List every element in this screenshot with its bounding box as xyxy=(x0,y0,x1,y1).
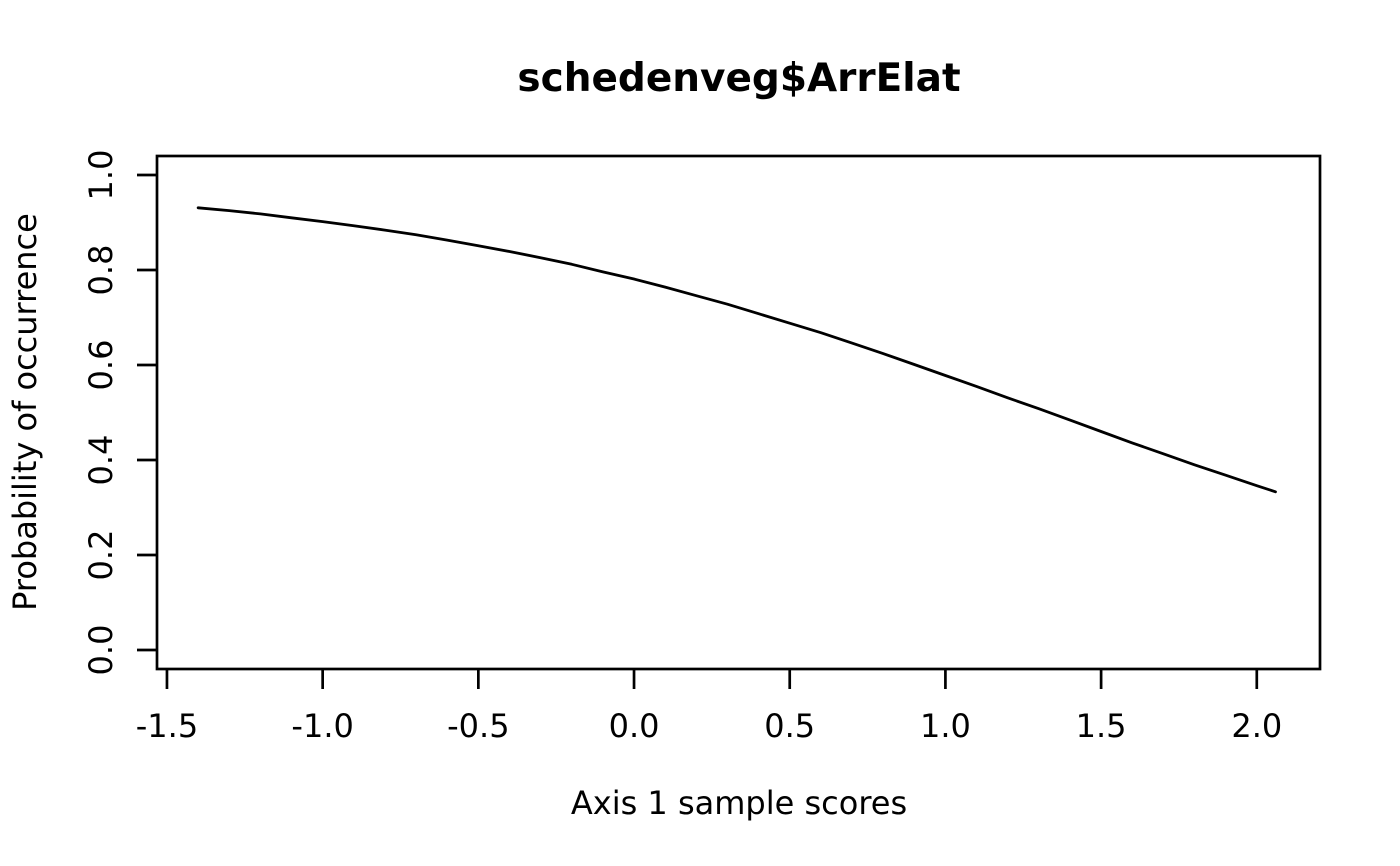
x-tick-label: -1.0 xyxy=(291,707,353,745)
x-tick-label: 0.0 xyxy=(609,707,660,745)
x-tick-label: -1.5 xyxy=(136,707,198,745)
y-tick-label: 0.6 xyxy=(82,340,120,391)
plot-box xyxy=(155,154,1322,671)
y-tick-label: 0.0 xyxy=(82,625,120,676)
x-tick-label: 1.0 xyxy=(920,707,971,745)
x-tick-label: 1.5 xyxy=(1076,707,1127,745)
x-tick-label: -0.5 xyxy=(447,707,509,745)
y-tick-label: 0.8 xyxy=(82,245,120,296)
x-axis-label: Axis 1 sample scores xyxy=(571,784,907,822)
y-tick-label: 1.0 xyxy=(82,150,120,201)
y-axis-label: Probability of occurrence xyxy=(6,213,44,611)
series-group xyxy=(196,206,1277,494)
y-axis: 0.0 0.2 0.4 0.6 0.8 1.0 xyxy=(82,150,157,676)
x-tick-label: 2.0 xyxy=(1231,707,1282,745)
y-tick-label: 0.4 xyxy=(82,435,120,486)
x-axis: -1.5 -1.0 -0.5 0.0 0.5 1.0 1.5 2.0 xyxy=(136,669,1282,745)
fitted-probability-curve xyxy=(196,206,1277,494)
chart-title: schedenveg$ArrElat xyxy=(517,56,960,101)
y-tick-label: 0.2 xyxy=(82,530,120,581)
x-tick-label: 0.5 xyxy=(764,707,815,745)
